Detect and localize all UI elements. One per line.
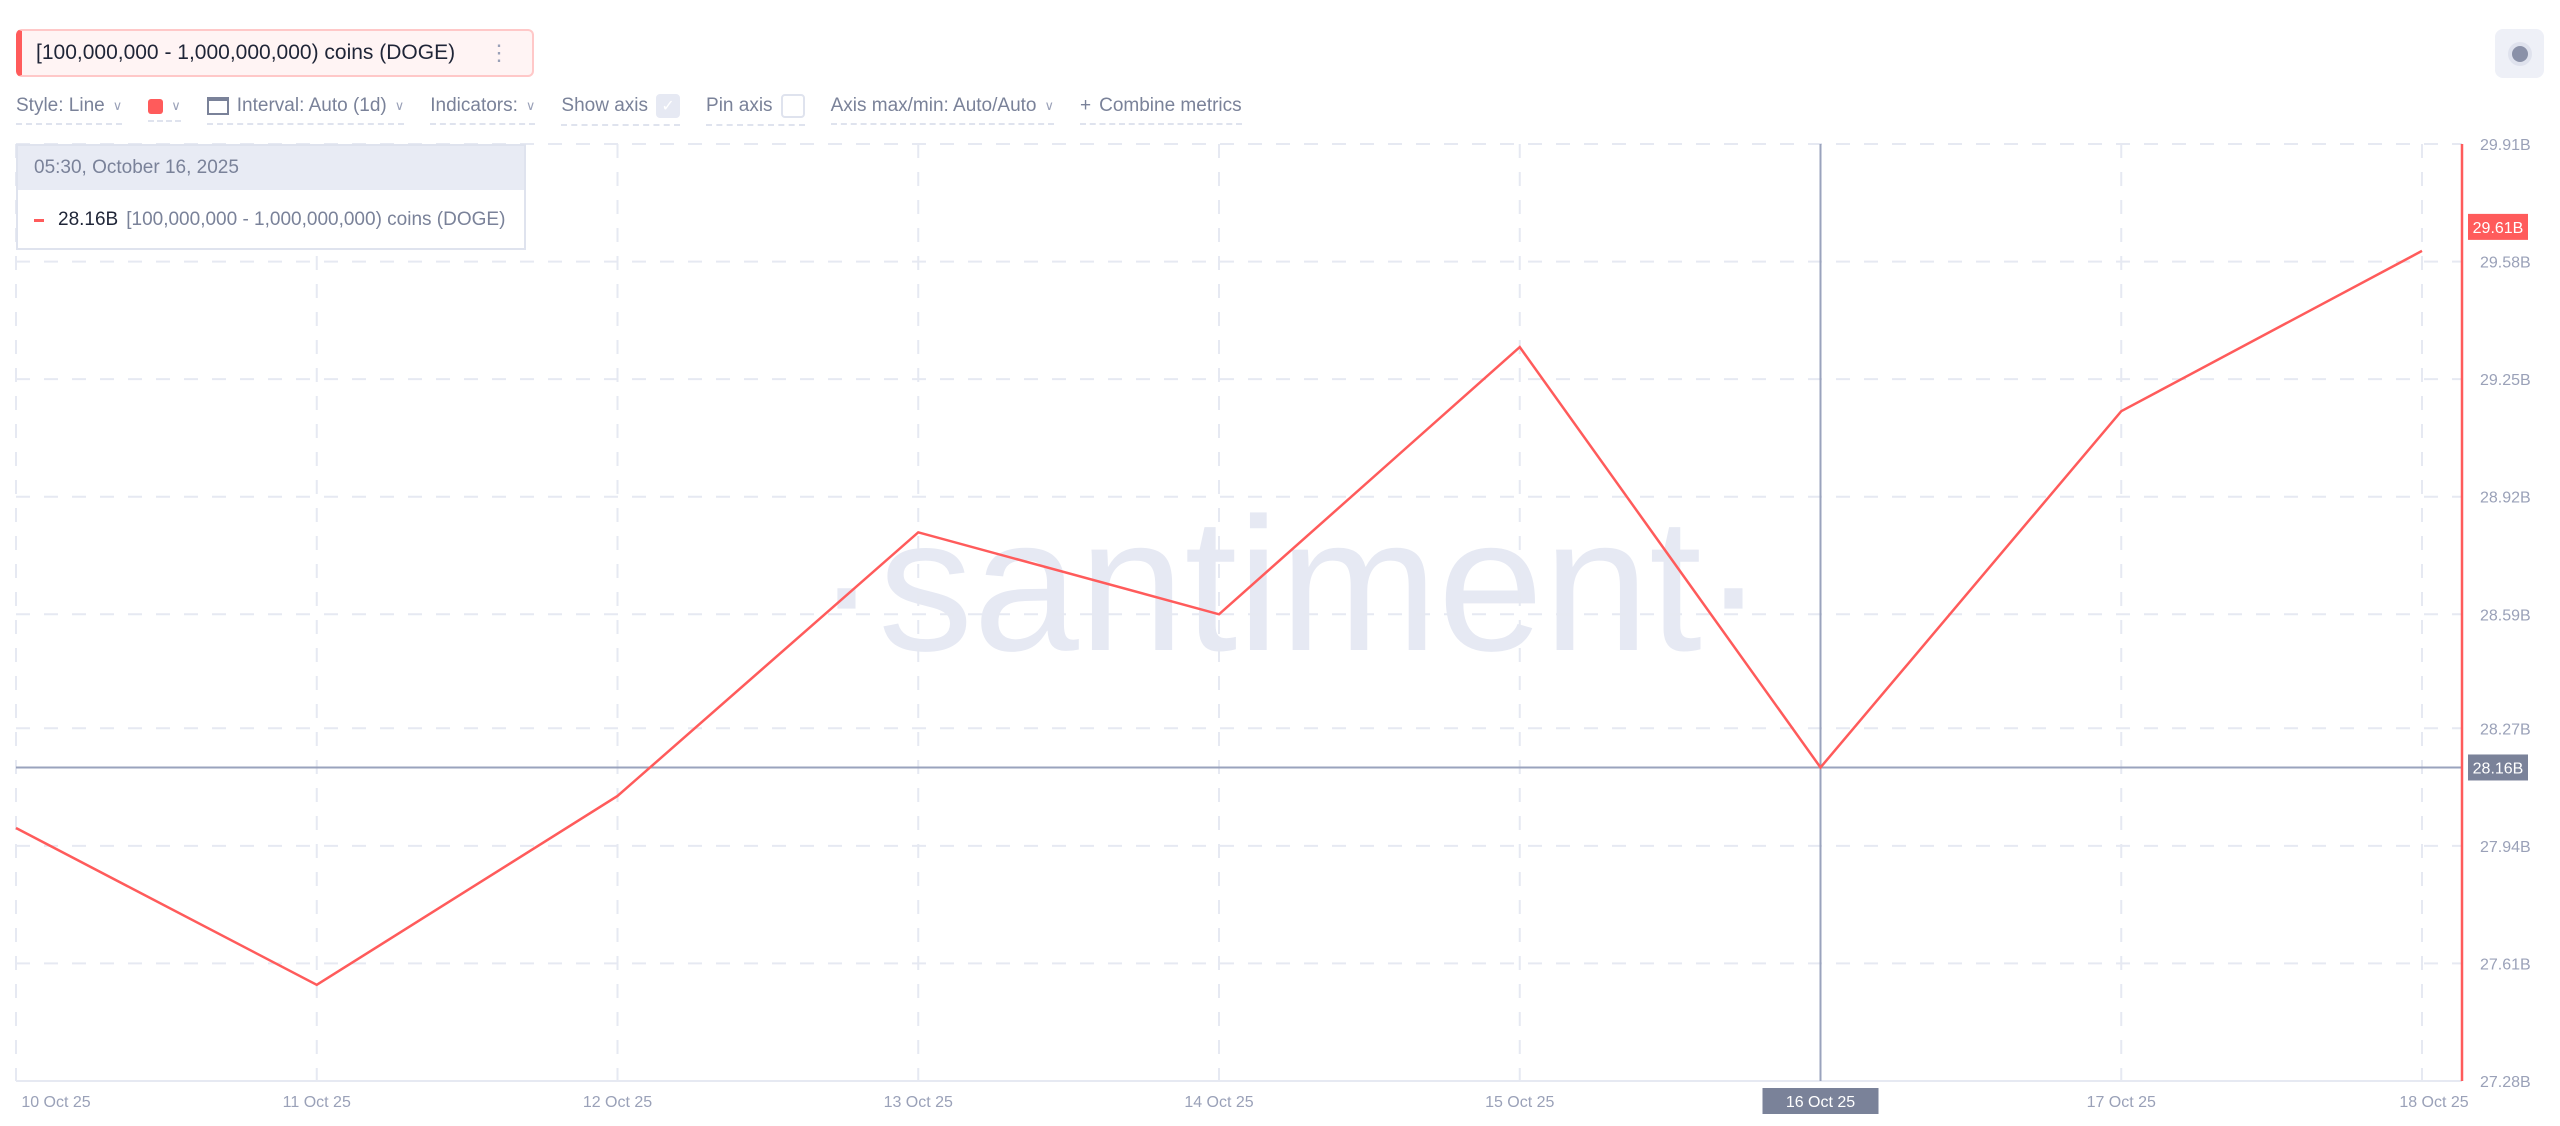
crosshair-y-label: 28.16B [2473,760,2524,777]
pin-axis-toggle[interactable]: Pin axis [706,94,805,126]
chart-tooltip: 05:30, October 16, 2025 28.16B [100,000,… [16,144,526,250]
color-dropdown[interactable]: ∨ [148,98,181,122]
color-swatch [148,98,164,114]
pin-axis-label: Pin axis [706,95,773,116]
y-tick-label: 28.27B [2480,721,2531,738]
show-axis-label: Show axis [561,95,649,116]
y-tick-label: 27.28B [2480,1074,2531,1091]
chevron-down-icon: ∨ [1044,98,1054,113]
interval-dropdown[interactable]: Interval: Auto (1d) ∨ [206,95,405,125]
plus-icon: + [1080,95,1092,116]
y-tick-label: 29.25B [2480,372,2531,389]
x-tick-label: 17 Oct 25 [2087,1094,2156,1111]
chevron-down-icon: ∨ [525,98,536,113]
x-tick-label: 18 Oct 25 [2399,1094,2468,1111]
tooltip-date: 05:30, October 16, 2025 [18,146,524,190]
metric-legend-chip[interactable]: [100,000,000 - 1,000,000,000) coins (DOG… [16,29,534,77]
style-label: Style: Line [16,95,105,116]
show-axis-checkbox[interactable]: ✓ [656,94,681,118]
dot-icon [2511,45,2528,62]
series-line [15,249,2423,987]
axis-maxmin-dropdown[interactable]: Axis max/min: Auto/Auto ∨ [830,95,1054,125]
combine-metrics-label: Combine metrics [1099,95,1242,116]
chevron-down-icon: ∨ [394,98,405,113]
x-tick-label: 10 Oct 25 [21,1094,90,1111]
tooltip-row: 28.16B [100,000,000 - 1,000,000,000) coi… [18,190,524,250]
last-value-label: 29.61B [2473,220,2524,237]
crosshair-x-label: 16 Oct 25 [1786,1094,1855,1111]
x-tick-label: 15 Oct 25 [1485,1094,1554,1111]
y-tick-label: 28.59B [2480,607,2531,624]
pin-axis-checkbox[interactable] [780,94,805,118]
chevron-down-icon: ∨ [112,98,123,113]
x-tick-label: 14 Oct 25 [1184,1094,1253,1111]
y-tick-label: 28.92B [2480,490,2531,507]
style-dropdown[interactable]: Style: Line ∨ [16,95,123,125]
combine-metrics-button[interactable]: + Combine metrics [1080,95,1242,125]
santiment-watermark: ·santiment· [815,479,1765,691]
settings-button[interactable] [2495,29,2544,78]
show-axis-toggle[interactable]: Show axis ✓ [561,94,681,126]
indicators-label: Indicators: [430,95,518,116]
tooltip-metric-label: [100,000,000 - 1,000,000,000) coins (DOG… [126,209,506,230]
interval-label: Interval: Auto (1d) [236,95,387,116]
crosshair-x-label-bg [1762,1088,1879,1114]
chevron-down-icon: ∨ [171,98,181,113]
x-tick-label: 12 Oct 25 [583,1094,652,1111]
indicators-dropdown[interactable]: Indicators: ∨ [430,95,536,125]
axis-maxmin-label: Axis max/min: Auto/Auto [830,95,1037,116]
x-tick-label: 11 Oct 25 [283,1094,351,1111]
series-color-marker [34,218,44,222]
tooltip-value: 28.16B [58,209,119,230]
crosshair-y-badge [2468,754,2528,781]
vertical-dots-icon[interactable]: ⋮ [488,40,510,65]
chart-toolbar: Style: Line ∨ ∨ Interval: Auto (1d) ∨ Indi… [16,94,1268,126]
y-tick-label: 29.58B [2480,255,2531,272]
y-tick-label: 29.91B [2480,137,2531,154]
y-tick-label: 27.94B [2480,839,2531,856]
last-value-badge [2468,213,2528,240]
calendar-icon [206,97,229,115]
x-tick-label: 13 Oct 25 [884,1094,953,1111]
metric-label: [100,000,000 - 1,000,000,000) coins (DOG… [36,41,456,64]
y-tick-label: 27.61B [2480,956,2531,973]
